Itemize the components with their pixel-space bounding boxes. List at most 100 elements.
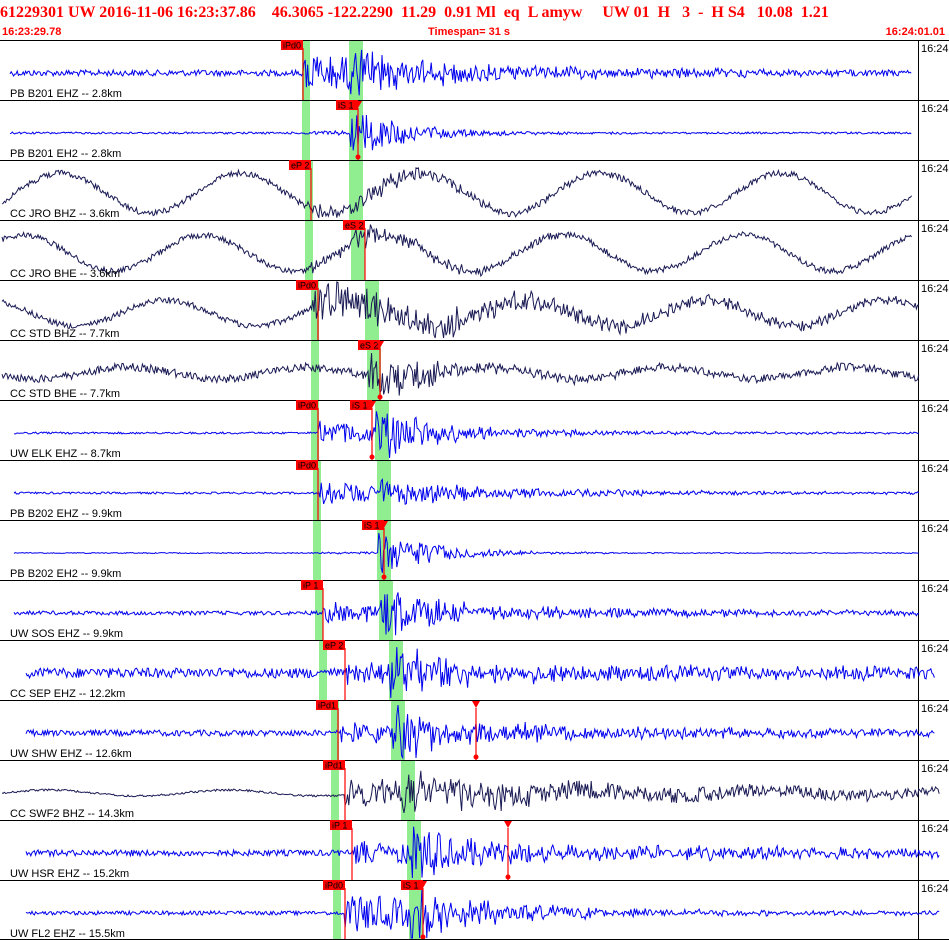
time-tick-label: 16:24 [921, 343, 949, 355]
pick-flag[interactable] [401, 880, 423, 890]
trace-row[interactable]: 16:24 eP 2 CC SEP EHZ -- 12.2km [0, 640, 949, 700]
channel-label: UW HSR EHZ -- 15.2km [10, 868, 129, 880]
event-header: 61229301 UW 2016-11-06 16:23:37.86 46.30… [0, 0, 949, 40]
pick-flag[interactable] [289, 160, 311, 170]
channel-label: CC STD BHE -- 7.7km [10, 388, 120, 400]
time-tick-label: 16:24 [921, 403, 949, 415]
pick-flag[interactable] [301, 580, 323, 590]
p-window-band [333, 880, 341, 940]
pick-flag[interactable] [343, 220, 365, 230]
end-time: 16:24:01.01 [885, 26, 945, 38]
channel-label: PB B201 EHZ -- 2.8km [10, 88, 122, 100]
waveform [25, 826, 940, 879]
pick-flag[interactable] [330, 820, 352, 830]
pick-flag[interactable] [316, 700, 338, 710]
s-marker-triangle [504, 821, 512, 828]
trace-row[interactable]: 16:24 iPd1 CC SWF2 BHZ -- 14.3km [0, 760, 949, 820]
pick-flag[interactable] [336, 100, 358, 110]
trace-row[interactable]: 16:24 eS 2 CC JRO BHE -- 3.6km [0, 220, 949, 280]
waveform [13, 411, 919, 459]
pick-label: iP 1 [332, 821, 347, 831]
channel-label: UW SHW EHZ -- 12.6km [10, 748, 132, 760]
pick-flag[interactable] [350, 400, 372, 410]
s-window-band [365, 280, 379, 340]
pick-label: eS 2 [360, 341, 379, 351]
waveform [13, 477, 920, 505]
waveform [25, 647, 935, 699]
pick-label: iPd1 [318, 701, 336, 711]
channel-label: UW FL2 EHZ -- 15.5km [10, 928, 125, 940]
pick-flag[interactable] [358, 340, 380, 350]
trace-row[interactable]: 16:24 iPd1 UW SHW EHZ -- 12.6km [0, 700, 949, 760]
time-tick-label: 16:24 [921, 883, 949, 895]
start-time: 16:23:29.78 [2, 26, 62, 38]
channel-label: PB B201 EH2 -- 2.8km [10, 148, 121, 160]
seismogram-panel[interactable]: 16:24 iPd0 PB B201 EHZ -- 2.8km 16:24 iS 1 PB… [0, 40, 949, 940]
p-window-band [305, 160, 313, 220]
timespan-label: Timespan= 31 s [428, 26, 511, 38]
pick-end-dot [377, 394, 383, 400]
pick-flag[interactable] [296, 400, 318, 410]
waveform [1, 281, 919, 339]
time-tick-label: 16:24 [921, 463, 949, 475]
pick-end-dot [355, 154, 361, 160]
pick-flag[interactable] [296, 280, 318, 290]
channel-label: CC SWF2 BHZ -- 14.3km [10, 808, 134, 820]
channel-label: CC JRO BHZ -- 3.6km [10, 208, 119, 220]
time-tick-label: 16:24 [921, 223, 949, 235]
waveform [25, 886, 940, 939]
trace-row[interactable]: 16:24 iPd0 iS 1 UW ELK EHZ -- 8.7km [0, 400, 949, 460]
pick-end-dot [505, 874, 511, 880]
waveform [13, 532, 919, 573]
time-tick-label: 16:24 [921, 523, 949, 535]
pick-end-dot [420, 934, 426, 940]
trace-row[interactable]: 16:24 iP 1 UW HSR EHZ -- 15.2km [0, 820, 949, 880]
trace-row[interactable]: 16:24 iP 1 UW SOS EHZ -- 9.9km [0, 580, 949, 640]
waveform [1, 353, 920, 396]
trace-row[interactable]: 16:24 iPd0 PB B201 EHZ -- 2.8km [0, 40, 949, 100]
p-window-band [315, 580, 323, 640]
waveform [13, 592, 919, 636]
pick-label: iPd0 [325, 881, 343, 891]
time-tick-label: 16:24 [921, 763, 949, 775]
s-window-band [349, 160, 363, 220]
trace-row[interactable]: 16:24 eS 2 CC STD BHE -- 7.7km [0, 340, 949, 400]
trace-row[interactable]: 16:24 iPd0 CC STD BHZ -- 7.7km [0, 280, 949, 340]
waveform [25, 705, 935, 760]
p-window-band [331, 700, 339, 760]
pick-label: iS 1 [403, 881, 419, 891]
trace-row[interactable]: 16:24 iPd0 PB B202 EHZ -- 9.9km [0, 460, 949, 520]
channel-label: CC STD BHZ -- 7.7km [10, 328, 119, 340]
pick-end-dot [473, 754, 479, 760]
pick-label: iPd0 [298, 461, 316, 471]
trace-row[interactable]: 16:24 eP 2 CC JRO BHZ -- 3.6km [0, 160, 949, 220]
pick-label: iS 1 [352, 401, 368, 411]
pick-label: iS 1 [364, 521, 380, 531]
channel-label: CC JRO BHE -- 3.6km [10, 268, 120, 280]
trace-row[interactable]: 16:24 iPd0 iS 1 UW FL2 EHZ -- 15.5km [0, 880, 949, 940]
time-tick-label: 16:24 [921, 163, 949, 175]
waveform [1, 167, 912, 219]
pick-label: eP 2 [325, 641, 343, 651]
time-tick-label: 16:24 [921, 43, 949, 55]
trace-row[interactable]: 16:24 iS 1 PB B202 EH2 -- 9.9km [0, 520, 949, 580]
trace-row[interactable]: 16:24 iS 1 PB B201 EH2 -- 2.8km [0, 100, 949, 160]
s-marker-triangle [472, 701, 480, 708]
pick-flag[interactable] [323, 640, 345, 650]
pick-flag[interactable] [323, 880, 345, 890]
p-window-band [311, 400, 319, 460]
s-window-band [401, 760, 415, 820]
pick-label: iPd0 [298, 401, 316, 411]
time-tick-label: 16:24 [921, 283, 949, 295]
pick-flag[interactable] [281, 40, 303, 50]
pick-end-dot [369, 454, 375, 460]
time-tick-label: 16:24 [921, 643, 949, 655]
pick-flag[interactable] [296, 460, 318, 470]
s-marker-triangle [376, 341, 384, 348]
pick-end-dot [381, 574, 387, 580]
s-window-band [391, 700, 405, 760]
pick-label: eP 2 [291, 161, 309, 171]
s-marker-triangle [354, 101, 362, 108]
pick-flag[interactable] [362, 520, 384, 530]
pick-flag[interactable] [323, 760, 345, 770]
